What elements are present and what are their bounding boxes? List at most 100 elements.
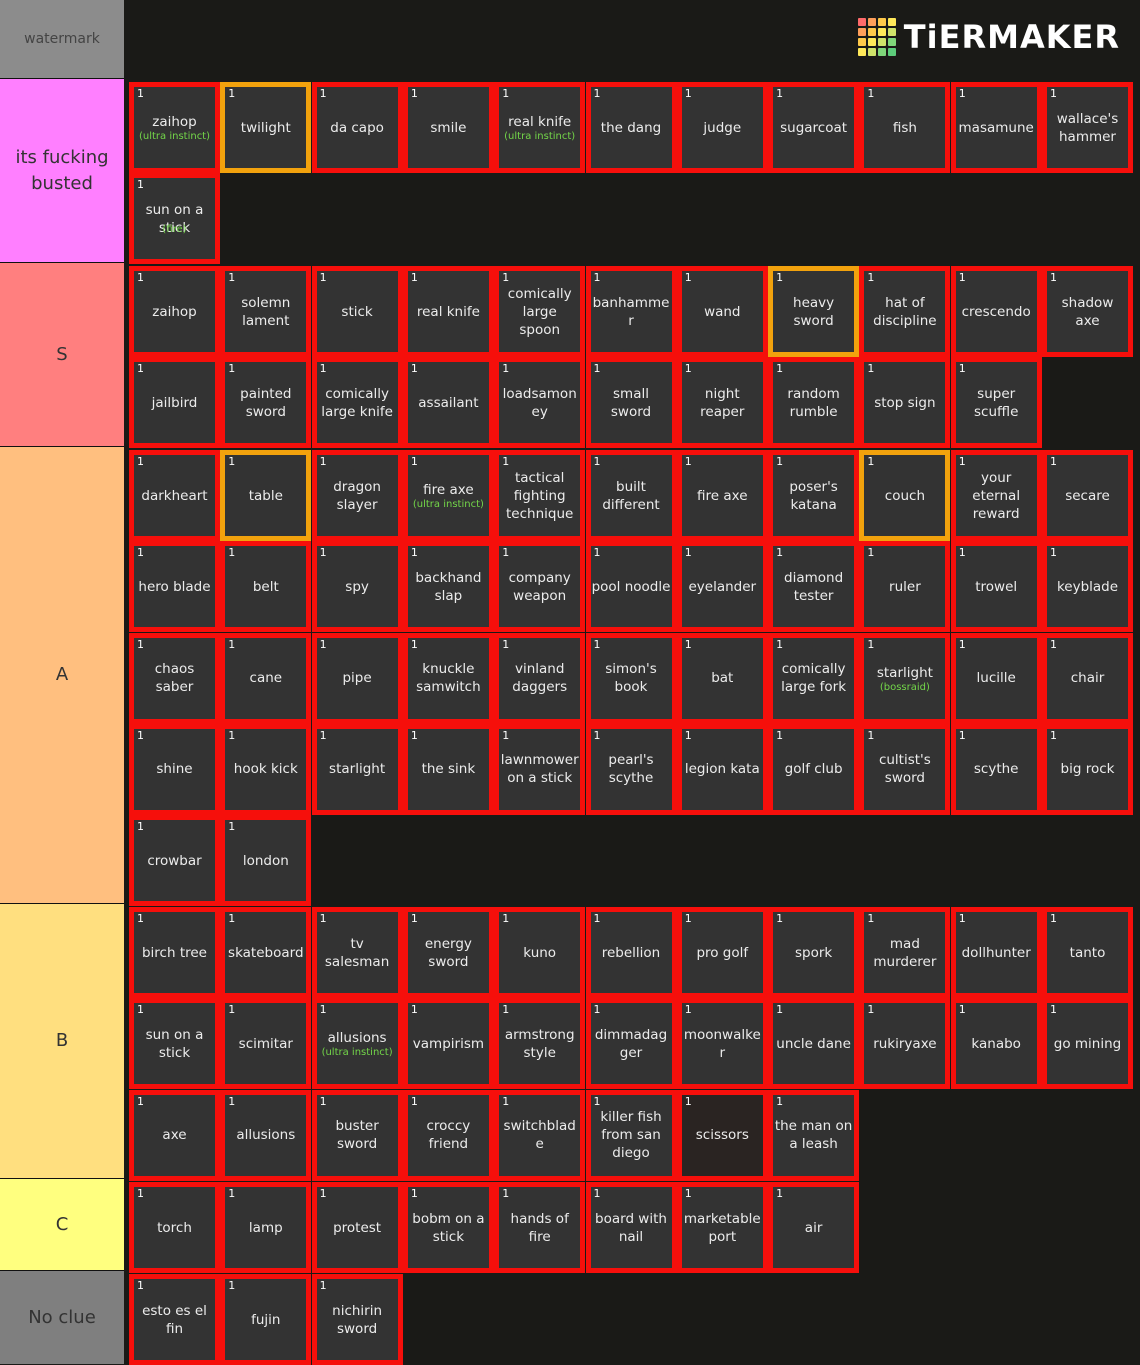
tier-item[interactable]: 1 golf club <box>768 723 860 815</box>
tier-item[interactable]: 1 switchblade <box>494 1089 586 1181</box>
tier-item[interactable]: 1 chaos saber <box>129 632 220 724</box>
tier-item[interactable]: 1 sun on a stick <box>129 998 220 1090</box>
tier-item[interactable]: 1 spork <box>768 907 860 998</box>
tier-item[interactable]: 1 eyelander <box>676 541 768 633</box>
tier-item[interactable]: 1 knuckle samwitch <box>402 632 494 724</box>
tier-label[interactable]: No clue <box>0 1270 124 1364</box>
tier-item[interactable]: 1 diamond tester <box>768 541 860 633</box>
tier-item[interactable]: 1 hero blade <box>129 541 220 633</box>
tier-item[interactable]: 1 vinland daggers <box>494 632 586 724</box>
tier-item[interactable]: 1 vampirism <box>402 998 494 1090</box>
tier-item[interactable]: 1 lawnmower on a stick <box>494 723 586 815</box>
tier-item[interactable]: 1 shine <box>129 723 220 815</box>
tier-item[interactable]: 1 cane <box>220 632 312 724</box>
tier-item[interactable]: 1 energy sword <box>402 907 494 998</box>
tier-item[interactable]: 1 tactical fighting technique <box>494 450 586 541</box>
tier-item[interactable]: 1 the man on a leash <box>768 1089 860 1181</box>
tier-item[interactable]: 1 darkheart <box>129 450 220 541</box>
tier-item[interactable]: 1 da capo <box>311 82 403 173</box>
tier-item[interactable]: 1 rebellion <box>585 907 677 998</box>
tier-item[interactable]: 1 keyblade <box>1042 541 1133 633</box>
tier-item[interactable]: 1 bobm on a stick <box>402 1182 494 1273</box>
tier-item[interactable]: 1 torch <box>129 1182 220 1273</box>
tier-item[interactable]: 1 zaihop (ultra instinct) <box>129 82 220 173</box>
tier-item[interactable]: 1 london <box>220 815 312 907</box>
tier-item[interactable]: 1 birch tree <box>129 907 220 998</box>
tier-item[interactable]: 1 solemn lament <box>220 266 312 357</box>
tier-item[interactable]: 1 stick <box>311 266 403 357</box>
tier-item[interactable]: 1 kuno <box>494 907 586 998</box>
tier-item[interactable]: 1 table <box>220 450 312 541</box>
tier-item[interactable]: 1 legion kata <box>676 723 768 815</box>
tier-item[interactable]: 1 painted sword <box>220 357 312 449</box>
tiermaker-logo[interactable]: TiERMAKER <box>857 18 1120 56</box>
tier-item[interactable]: 1 super scuffle <box>950 357 1042 449</box>
tier-item[interactable]: 1 marketable port <box>676 1182 768 1273</box>
tier-item[interactable]: 1 armstrong style <box>494 998 586 1090</box>
tier-item[interactable]: 1 moonwalker <box>676 998 768 1090</box>
tier-item[interactable]: 1 secare <box>1042 450 1133 541</box>
tier-item[interactable]: 1 skateboard <box>220 907 312 998</box>
tier-item[interactable]: 1 ruler <box>859 541 951 633</box>
tier-item[interactable]: 1 pro golf <box>676 907 768 998</box>
tier-item[interactable]: 1 kanabo <box>950 998 1042 1090</box>
tier-item[interactable]: 1 smile <box>402 82 494 173</box>
tier-item[interactable]: 1 crescendo <box>950 266 1042 357</box>
tier-item[interactable]: 1 pearl's scythe <box>585 723 677 815</box>
tier-item[interactable]: 1 tv salesman <box>311 907 403 998</box>
tier-item[interactable]: 1 allusions <box>220 1089 312 1181</box>
tier-item[interactable]: 1 dragon slayer <box>311 450 403 541</box>
tier-item[interactable]: 1 zaihop <box>129 266 220 357</box>
tier-item[interactable]: 1 scimitar <box>220 998 312 1090</box>
tier-item[interactable]: 1 the dang <box>585 82 677 173</box>
tier-item[interactable]: 1 comically large spoon <box>494 266 586 357</box>
tier-item[interactable]: 1 hat of discipline <box>859 266 951 357</box>
tier-item[interactable]: 1 comically large knife <box>311 357 403 449</box>
tier-item[interactable]: 1 tanto <box>1042 907 1133 998</box>
tier-item[interactable]: 1 lucille <box>950 632 1042 724</box>
tier-item[interactable]: 1 twilight <box>220 82 312 173</box>
tier-item[interactable]: 1 croccy friend <box>402 1089 494 1181</box>
tier-item[interactable]: 1 pool noodle <box>585 541 677 633</box>
tier-item[interactable]: 1 heavy sword <box>768 266 860 357</box>
tier-item[interactable]: 1 masamune <box>950 82 1042 173</box>
tier-item[interactable]: 1 dollhunter <box>950 907 1042 998</box>
tier-item[interactable]: 1 scissors <box>676 1089 768 1181</box>
tier-item[interactable]: 1 pipe <box>311 632 403 724</box>
tier-item[interactable]: 1 night reaper <box>676 357 768 449</box>
tier-item[interactable]: 1 sugarcoat <box>768 82 860 173</box>
tier-item[interactable]: 1 air <box>768 1182 860 1273</box>
tier-item[interactable]: 1 stop sign <box>859 357 951 449</box>
tier-item[interactable]: 1 your eternal reward <box>950 450 1042 541</box>
tier-item[interactable]: 1 fish <box>859 82 951 173</box>
tier-item[interactable]: 1 chair <box>1042 632 1133 724</box>
tier-item[interactable]: 1 comically large fork <box>768 632 860 724</box>
tier-item[interactable]: 1 buster sword <box>311 1089 403 1181</box>
tier-item[interactable]: 1 small sword <box>585 357 677 449</box>
tier-item[interactable]: 1 allusions (ultra instinct) <box>311 998 403 1090</box>
tier-label[interactable]: S <box>0 262 124 446</box>
tier-item[interactable]: 1 nichirin sword <box>311 1274 403 1365</box>
tier-item[interactable]: 1 fire axe <box>676 450 768 541</box>
tier-item[interactable]: 1 the sink <box>402 723 494 815</box>
tier-item[interactable]: 1 trowel <box>950 541 1042 633</box>
tier-item[interactable]: 1 shadow axe <box>1042 266 1133 357</box>
tier-item[interactable]: 1 judge <box>676 82 768 173</box>
tier-item[interactable]: 1 couch <box>859 450 951 541</box>
tier-item[interactable]: 1 spy <box>311 541 403 633</box>
tier-item[interactable]: 1 big rock <box>1042 723 1133 815</box>
tier-item[interactable]: 1 scythe <box>950 723 1042 815</box>
tier-item[interactable]: 1 bat <box>676 632 768 724</box>
tier-label[interactable]: C <box>0 1178 124 1270</box>
tier-item[interactable]: 1 uncle dane <box>768 998 860 1090</box>
tier-item[interactable]: 1 go mining <box>1042 998 1133 1090</box>
tier-item[interactable]: 1 assailant <box>402 357 494 449</box>
tier-label[interactable]: A <box>0 446 124 903</box>
tier-item[interactable]: 1 jailbird <box>129 357 220 449</box>
tier-item[interactable]: 1 board with nail <box>585 1182 677 1273</box>
tier-item[interactable]: 1 company weapon <box>494 541 586 633</box>
tier-item[interactable]: 1 lamp <box>220 1182 312 1273</box>
tier-item[interactable]: 1 fujin <box>220 1274 312 1365</box>
tier-item[interactable]: 1 protest <box>311 1182 403 1273</box>
tier-item[interactable]: 1 mad murderer <box>859 907 951 998</box>
